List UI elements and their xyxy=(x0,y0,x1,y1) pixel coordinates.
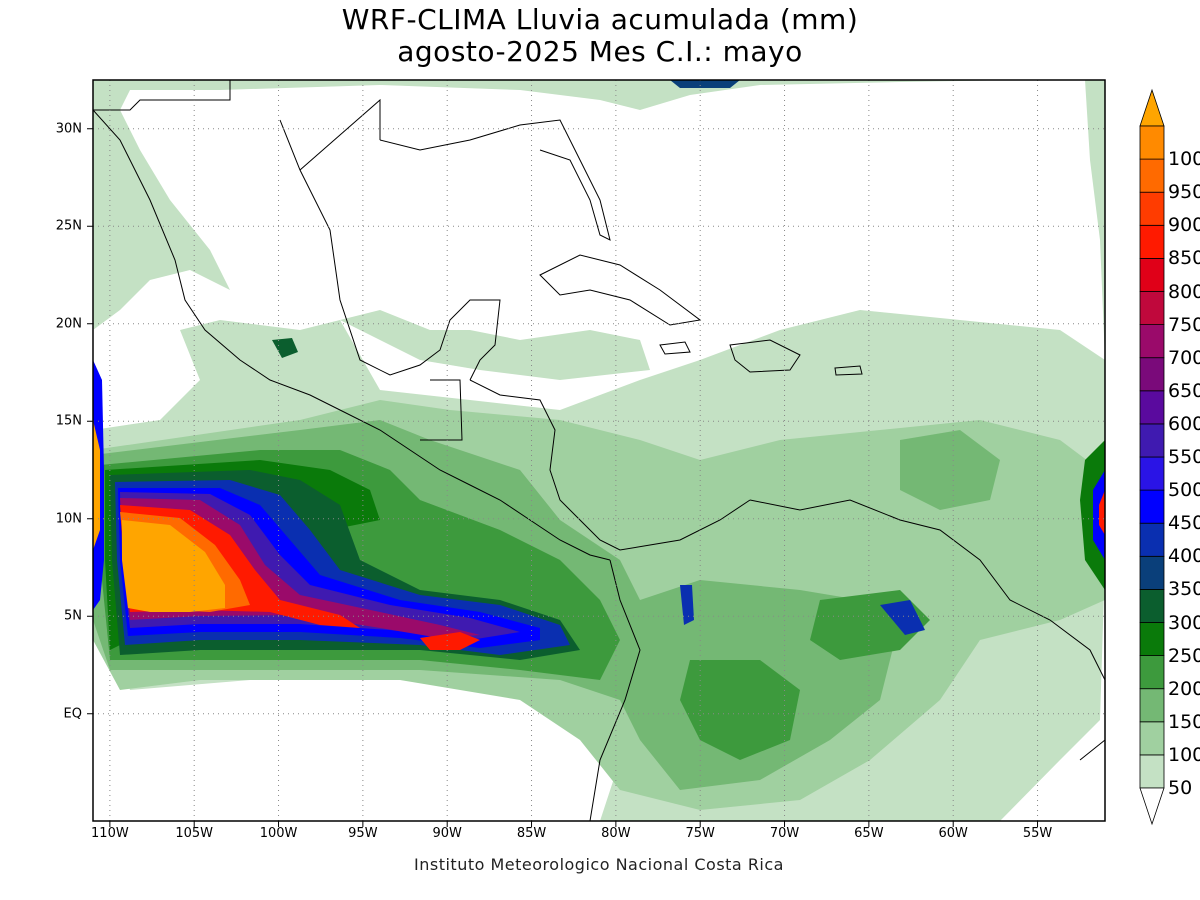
rain-east-edge-max xyxy=(1099,490,1105,535)
colorbar-over-triangle xyxy=(1139,88,1165,127)
lon-tick-label: 60W xyxy=(938,826,968,841)
lat-tick-label: 30N xyxy=(55,121,82,137)
colorbar-swatch xyxy=(1139,423,1165,458)
rain-north-edge-patch xyxy=(670,80,740,88)
border-guatemala xyxy=(420,379,463,441)
colorbar-label: 400 xyxy=(1168,545,1200,568)
rain-east-edge-strip xyxy=(1080,440,1105,590)
colorbar-swatch xyxy=(1139,489,1165,524)
lat-tick-label: 25N xyxy=(55,218,82,234)
lon-tick-label: 75W xyxy=(685,826,715,841)
colorbar-swatch xyxy=(1139,257,1165,292)
colorbar-label: 100 xyxy=(1168,743,1200,766)
colorbar-swatch xyxy=(1139,456,1165,491)
lat-tick-label: EQ xyxy=(63,706,82,722)
lat-tick-label: 20N xyxy=(55,316,82,332)
rain-50mm-north xyxy=(93,80,1020,330)
colorbar-swatch xyxy=(1139,158,1165,193)
colorbar-label: 50 xyxy=(1168,777,1193,799)
lat-tick-label: 15N xyxy=(55,413,82,429)
colorbar-under-triangle xyxy=(1139,787,1165,826)
coast-central-america-caribbean xyxy=(469,379,751,551)
lon-tick-label: 70W xyxy=(769,826,800,841)
colorbar-label: 200 xyxy=(1168,677,1200,700)
lon-tick-label: 80W xyxy=(601,826,631,841)
colorbar-label: 150 xyxy=(1168,710,1200,733)
colorbar-swatch xyxy=(1139,555,1165,590)
precipitation-field xyxy=(93,80,1105,821)
colorbar-swatch xyxy=(1139,522,1165,557)
border-usa-mexico xyxy=(93,80,381,171)
rain-850mm-patch xyxy=(420,632,480,650)
rain-over-1000mm-core xyxy=(122,520,225,612)
colorbar-swatch xyxy=(1139,390,1165,425)
lon-tick-label: 100W xyxy=(259,826,298,841)
colorbar-swatch xyxy=(1139,588,1165,623)
colorbar-label: 250 xyxy=(1168,644,1200,667)
rain-patch-mexico xyxy=(272,338,298,358)
colorbar-swatch xyxy=(1139,291,1165,325)
coast-hispaniola xyxy=(729,339,801,373)
colorbar-swatch xyxy=(1139,622,1165,656)
coast-puerto-rico xyxy=(834,365,863,376)
lon-tick-label: 105W xyxy=(175,826,214,841)
lon-tick-label: 55W xyxy=(1022,826,1053,841)
lon-tick-label: 95W xyxy=(348,826,378,841)
map-gridlines xyxy=(93,80,1105,821)
rain-patch-colombia xyxy=(680,585,694,625)
colorbar-swatch xyxy=(1139,721,1165,756)
lat-tick-label: 10N xyxy=(55,511,82,527)
colorbar-swatch xyxy=(1139,688,1165,723)
colorbar-label: 450 xyxy=(1168,512,1200,535)
rain-west-edge-core xyxy=(93,420,100,550)
colorbar-swatch xyxy=(1139,655,1165,690)
rain-200mm-s-america xyxy=(680,660,800,760)
colorbar-label: 850 xyxy=(1168,247,1200,270)
lon-tick-label: 110W xyxy=(91,826,129,841)
colorbar-label: 950 xyxy=(1168,181,1200,204)
colorbar-label: 650 xyxy=(1168,379,1200,402)
colorbar-swatch xyxy=(1139,357,1165,392)
lon-tick-label: 65W xyxy=(854,826,884,841)
colorbar-label: 500 xyxy=(1168,479,1200,502)
colorbar-label: 750 xyxy=(1168,313,1200,336)
colorbar-label: 350 xyxy=(1168,578,1200,601)
map-frame xyxy=(92,79,1106,822)
lon-tick-label: 90W xyxy=(432,826,462,841)
colorbar-label: 700 xyxy=(1168,346,1200,369)
colorbar-label: 1000 xyxy=(1168,148,1200,171)
credit-text: Instituto Meteorologico Nacional Costa R… xyxy=(414,855,784,874)
map-subtitle: agosto-2025 Mes C.I.: mayo xyxy=(397,35,803,68)
colorbar-swatch xyxy=(1139,125,1165,160)
colorbar-label: 600 xyxy=(1168,412,1200,435)
coast-south-america xyxy=(589,499,1105,821)
coastlines xyxy=(93,80,1105,821)
coast-gulf-of-mexico xyxy=(279,119,611,381)
colorbar-label: 550 xyxy=(1168,446,1200,468)
coast-mexico-pacific xyxy=(93,109,611,561)
map-tick-marks xyxy=(87,128,1039,827)
rain-patch-venezuela xyxy=(880,600,925,635)
colorbar-swatch xyxy=(1139,191,1165,226)
lat-tick-label: 5N xyxy=(64,608,82,624)
colorbar-label: 300 xyxy=(1168,611,1200,634)
lon-tick-label: 85W xyxy=(516,826,547,841)
colorbar-label: 900 xyxy=(1168,214,1200,237)
colorbar xyxy=(1139,88,1165,826)
colorbar-swatch xyxy=(1139,224,1165,259)
colorbar-swatch xyxy=(1139,324,1165,359)
colorbar-swatch xyxy=(1139,754,1165,789)
coast-cuba xyxy=(539,254,702,326)
colorbar-label: 800 xyxy=(1168,280,1200,303)
rain-150mm-caribbean-patch xyxy=(900,430,1000,510)
map-title: WRF-CLIMA Lluvia acumulada (mm) xyxy=(341,3,859,36)
coast-jamaica xyxy=(659,341,691,355)
